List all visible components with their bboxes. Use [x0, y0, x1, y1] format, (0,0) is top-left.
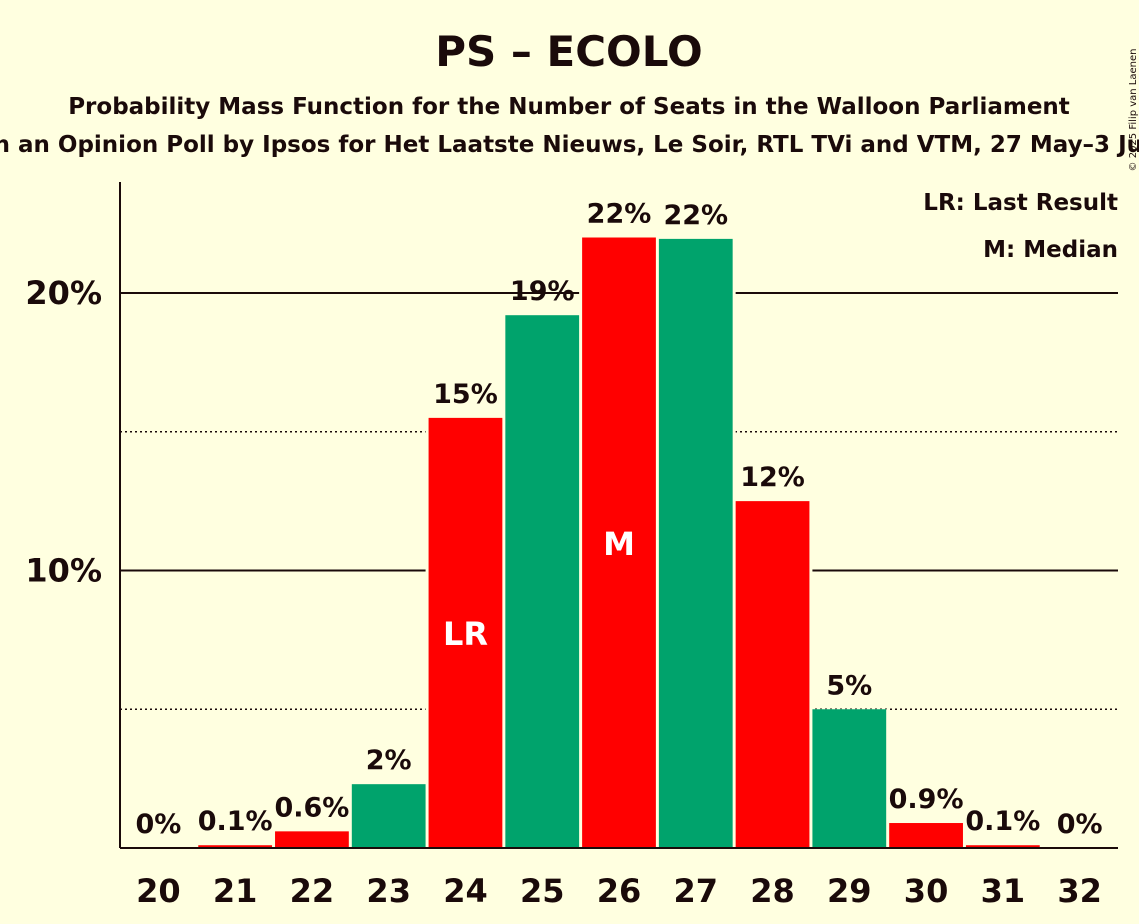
- bar-22: [275, 831, 349, 848]
- data-label-29: 5%: [826, 670, 872, 701]
- data-label-25: 19%: [510, 276, 575, 307]
- x-tick-label-31: 31: [981, 872, 1026, 910]
- chart-subtitle: Probability Mass Function for the Number…: [68, 94, 1070, 120]
- data-label-21: 0.1%: [198, 806, 273, 837]
- data-label-22: 0.6%: [274, 792, 349, 823]
- x-tick-label-30: 30: [904, 872, 949, 910]
- chart-source-line: Based on an Opinion Poll by Ipsos for He…: [0, 132, 1139, 158]
- axes: 10% 20% 20 21 22 23 24 25 26 27 28 29 30 31 32: [25, 182, 1118, 910]
- x-tick-label-20: 20: [136, 872, 181, 910]
- bar-marker-26: M: [603, 525, 635, 563]
- x-tick-label-32: 32: [1057, 872, 1102, 910]
- data-label-28: 12%: [740, 462, 805, 493]
- bar-27: [658, 238, 733, 848]
- bars: [195, 237, 1043, 848]
- bar-26: [582, 237, 656, 848]
- data-labels: 0% 0.1% 0.6%2%15%LR19%22%M22%12%5%0.9%0.1%…: [135, 199, 1102, 841]
- bar-21: [198, 845, 273, 848]
- bar-marker-24: LR: [443, 615, 488, 653]
- bar-24: [428, 417, 503, 848]
- x-tick-label-28: 28: [750, 872, 795, 910]
- x-tick-label-25: 25: [520, 872, 565, 910]
- legend-last-result: LR: Last Result: [923, 190, 1118, 216]
- bar-30: [889, 823, 963, 848]
- x-tick-label-26: 26: [597, 872, 642, 910]
- x-tick-label-22: 22: [290, 872, 335, 910]
- data-label-27: 22%: [663, 200, 728, 231]
- data-label-24: 15%: [433, 379, 498, 410]
- x-tick-label-24: 24: [443, 872, 488, 910]
- bar-31: [965, 845, 1040, 848]
- data-label-23: 2%: [366, 745, 412, 776]
- y-tick-label: 10%: [25, 552, 102, 590]
- bar-28: [735, 501, 810, 848]
- x-tick-label-21: 21: [213, 872, 258, 910]
- y-tick-label: 20%: [25, 274, 102, 312]
- x-tick-label-23: 23: [366, 872, 411, 910]
- legend-median: M: Median: [983, 237, 1118, 263]
- data-label-31: 0.1%: [965, 806, 1040, 837]
- copyright-notice: © 2025 Filip van Laenen: [1128, 49, 1139, 172]
- data-label-30: 0.9%: [889, 784, 964, 815]
- bar-25: [505, 315, 580, 848]
- chart-title: PS – ECOLO: [435, 27, 702, 76]
- bar-29: [812, 709, 887, 848]
- data-label-26: 22%: [587, 199, 652, 230]
- x-tick-label-27: 27: [674, 872, 719, 910]
- data-label-32: 0%: [1057, 809, 1103, 840]
- data-label-20: 0%: [135, 809, 181, 840]
- x-tick-label-29: 29: [827, 872, 872, 910]
- bar-23: [351, 784, 426, 848]
